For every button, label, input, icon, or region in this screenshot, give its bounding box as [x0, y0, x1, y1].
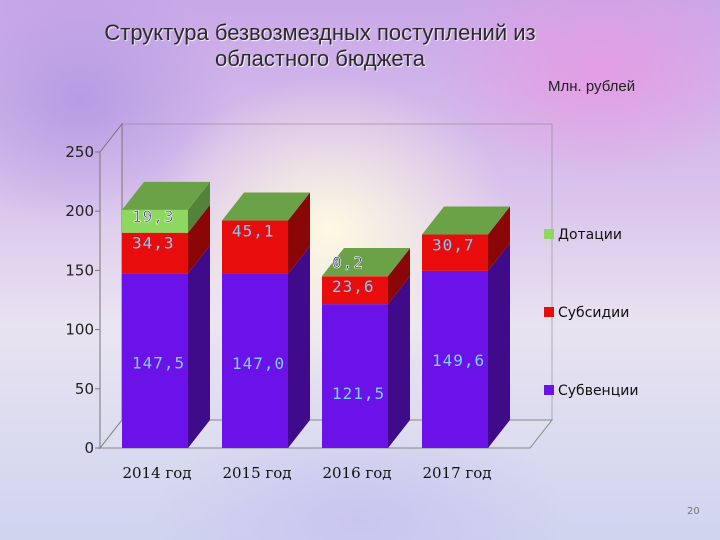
slide-title: Структура безвозмездных поступлений из о…	[60, 20, 580, 72]
bar-segment-side	[388, 247, 410, 277]
bar-segment-side	[488, 206, 510, 271]
data-label: 34,3	[132, 234, 175, 253]
axis-wall-left	[99, 122, 123, 450]
legend-swatch	[544, 307, 554, 317]
data-label: 45,1	[232, 222, 275, 241]
data-label: 147,5	[132, 353, 185, 372]
title-line-1: Структура безвозмездных поступлений из	[104, 20, 536, 45]
bar-segment	[122, 273, 188, 448]
x-tick-label: 2014 год	[122, 464, 191, 482]
bar-segment-side	[488, 242, 510, 448]
bar-segment-side	[288, 245, 310, 448]
bar-segment-side	[288, 192, 310, 274]
bar-segment-side	[388, 248, 410, 305]
bar-segment	[222, 273, 288, 448]
y-tick-label: 0	[84, 439, 94, 457]
legend-label: Дотации	[558, 227, 622, 243]
bar-segment	[222, 220, 288, 274]
bar-segment-side	[388, 276, 410, 448]
data-label: 0,2	[332, 253, 364, 272]
x-tick-label: 2015 год	[222, 464, 291, 482]
legend-swatch	[544, 229, 554, 239]
bar-segment	[422, 270, 488, 448]
data-label: 23,6	[332, 277, 375, 296]
page-number: 20	[687, 506, 700, 517]
x-tick-label: 2017 год	[422, 464, 491, 482]
bar-segment	[122, 209, 188, 233]
data-label: 19,3	[132, 207, 175, 226]
y-tick-label: 150	[65, 261, 94, 279]
data-label: 30,7	[432, 236, 475, 255]
bar-top-cap	[422, 206, 510, 235]
legend-label: Субсидии	[558, 305, 629, 321]
unit-label: Млн. рублей	[548, 78, 636, 95]
bar-segment-side	[188, 204, 210, 274]
data-label: 121,5	[332, 384, 385, 403]
legend-label: Субвенции	[558, 383, 638, 399]
bar-top-cap	[122, 181, 210, 210]
y-tick-label: 250	[65, 143, 94, 161]
bar-top-cap	[322, 247, 410, 276]
y-tick-label: 50	[75, 380, 94, 398]
bar-segment	[422, 234, 488, 271]
legend-swatch	[544, 385, 554, 395]
data-label: 147,0	[232, 354, 285, 373]
bar-segment-side	[188, 181, 210, 233]
y-tick-label: 200	[65, 202, 94, 220]
title-line-2: областного бюджета	[214, 46, 425, 71]
bar-segment-side	[188, 245, 210, 448]
bar-segment	[122, 232, 188, 274]
data-label: 149,6	[432, 351, 485, 370]
bar-top-cap	[222, 192, 310, 221]
y-tick-label: 100	[65, 321, 94, 339]
bar-segment	[322, 304, 388, 448]
x-tick-label: 2016 год	[322, 464, 391, 482]
bar-segment	[322, 276, 388, 305]
